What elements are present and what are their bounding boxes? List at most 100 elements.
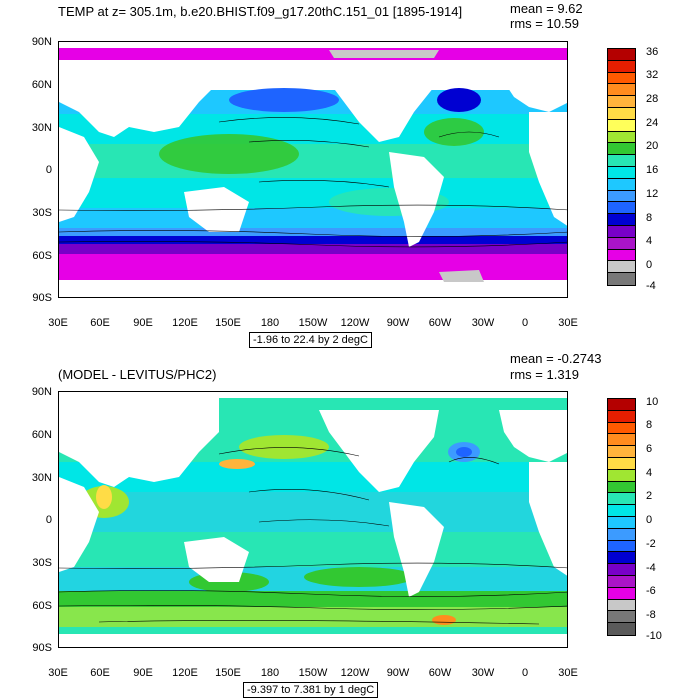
- colorbar-swatch: [608, 457, 635, 470]
- colorbar-swatch: [608, 166, 635, 179]
- lat-label: 0: [45, 514, 52, 526]
- colorbar-label: 20: [646, 140, 659, 152]
- colorbar-swatch: [608, 60, 635, 73]
- colorbar-label: 10: [646, 396, 659, 408]
- colorbar-label: 24: [646, 117, 659, 129]
- lon-label: 0: [521, 667, 529, 679]
- colorbar-swatch: [608, 528, 635, 541]
- colorbar-swatch: [608, 587, 635, 600]
- lon-label: 120E: [172, 317, 198, 329]
- lat-label: 30S: [32, 557, 52, 569]
- colorbar-swatch: [608, 469, 635, 482]
- panel-temperature: TEMP at z= 305.1m, b.e20.BHIST.f09_g17.2…: [31, 1, 659, 348]
- colorbar-swatch: [608, 72, 635, 85]
- colorbar-label: 8: [646, 212, 653, 224]
- map-plot: [59, 42, 567, 297]
- lon-label: 90E: [133, 317, 153, 329]
- lat-label: 90S: [32, 292, 52, 304]
- colorbar-label: 2: [646, 490, 653, 502]
- colorbar-label: -8: [646, 609, 656, 621]
- colorbar-swatch: [608, 190, 635, 203]
- colorbar-swatch: [608, 422, 635, 435]
- colorbar-swatch: [608, 143, 635, 156]
- lat-label: 30S: [32, 207, 52, 219]
- colorbar-swatch: [608, 493, 635, 506]
- colorbar-label: 8: [646, 419, 653, 431]
- lon-label: 0: [521, 317, 529, 329]
- colorbar-label: 28: [646, 93, 659, 105]
- lon-label: 30W: [471, 317, 495, 329]
- colorbar-swatch: [608, 131, 635, 144]
- colorbar-label: -2: [646, 538, 656, 550]
- lat-label: 60N: [31, 79, 52, 91]
- colorbar-swatch: [608, 575, 635, 588]
- colorbar-swatch: [608, 225, 635, 238]
- lon-label: 120W: [340, 317, 370, 329]
- lon-label: 90E: [133, 667, 153, 679]
- colorbar-swatch: [608, 273, 635, 285]
- lat-label: 90N: [31, 36, 52, 48]
- colorbar-label: -10: [646, 630, 662, 642]
- map-plot: [59, 392, 567, 647]
- colorbar-swatch: [608, 249, 635, 262]
- colorbar-swatch: [608, 540, 635, 553]
- map-temperature: [58, 41, 568, 298]
- map-difference: [58, 391, 568, 648]
- colorbar-label: -6: [646, 585, 656, 597]
- lat-label: 30N: [31, 472, 52, 484]
- lat-label: 90N: [31, 386, 52, 398]
- lon-label: 180: [260, 317, 280, 329]
- colorbar-swatch: [608, 623, 635, 635]
- lon-label: 150W: [298, 667, 328, 679]
- lon-label: 30W: [471, 667, 495, 679]
- lon-label: 30E: [48, 317, 68, 329]
- mean-label: mean = 9.62: [510, 1, 583, 16]
- lat-label: 0: [45, 164, 52, 176]
- colorbar-swatch: [608, 237, 635, 250]
- lon-label: 120E: [172, 667, 198, 679]
- colorbar-swatch: [608, 178, 635, 191]
- lat-label: 60N: [31, 429, 52, 441]
- panel-difference: (MODEL - LEVITUS/PHC2) mean = -0.2743 rm…: [0, 350, 700, 700]
- lon-label: 180: [260, 667, 280, 679]
- lon-label: 90W: [386, 667, 410, 679]
- lon-label: 150E: [215, 667, 241, 679]
- colorbar-label: 36: [646, 46, 659, 58]
- colorbar-label: 16: [646, 164, 659, 176]
- panel-title: TEMP at z= 305.1m, b.e20.BHIST.f09_g17.2…: [58, 4, 463, 19]
- colorbar-label: 4: [646, 235, 653, 247]
- colorbar-swatch: [608, 481, 635, 494]
- colorbar-label: 0: [646, 259, 653, 271]
- lon-label: 30E: [558, 667, 578, 679]
- colorbar-swatch: [608, 214, 635, 226]
- colorbar-swatch: [608, 611, 635, 624]
- colorbar-label: 0: [646, 514, 653, 526]
- colorbar-swatch: [608, 84, 635, 97]
- colorbar-swatch: [608, 434, 635, 447]
- colorbar-swatch: [608, 599, 635, 612]
- colorbar-swatch: [608, 202, 635, 215]
- colorbar-swatch: [608, 107, 635, 120]
- contour-range-label: -1.96 to 22.4 by 2 degC: [249, 332, 372, 348]
- mean-label: mean = -0.2743: [510, 351, 602, 366]
- rms-label: rms = 10.59: [510, 16, 580, 31]
- colorbar-swatch: [608, 505, 635, 517]
- lon-label: 60E: [90, 317, 110, 329]
- colorbar-swatch: [608, 552, 635, 565]
- colorbar-swatch: [608, 410, 635, 423]
- lon-label: 150W: [298, 317, 328, 329]
- colorbar-swatch: [608, 564, 635, 576]
- lon-label: 60W: [428, 667, 452, 679]
- lat-label: 90S: [32, 642, 52, 654]
- colorbar-swatch: [608, 261, 635, 274]
- colorbar-swatch: [608, 446, 635, 458]
- colorbar: [607, 48, 636, 286]
- contour-range-label: -9.397 to 7.381 by 1 degC: [243, 682, 379, 698]
- rms-label: rms = 1.319: [510, 367, 580, 382]
- colorbar-swatch: [608, 96, 635, 108]
- colorbar-swatch: [608, 49, 635, 61]
- colorbar-swatch: [608, 399, 635, 411]
- colorbar-label: 6: [646, 443, 653, 455]
- lon-label: 60W: [428, 317, 452, 329]
- colorbar-label: 12: [646, 188, 659, 200]
